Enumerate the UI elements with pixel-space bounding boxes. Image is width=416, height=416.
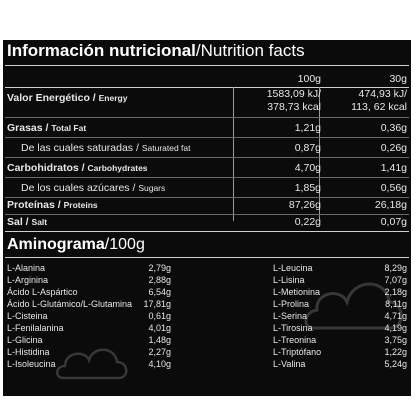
amino-left-name: L-Cisteina [7,311,48,321]
row-fat-v2: 0,36g [380,122,407,134]
amino-right-value: 2,18g [384,287,407,297]
row-divider [5,214,409,215]
col-header-30g: 30g [389,73,407,85]
row-protein-label: Proteínas / Proteins [7,199,98,211]
row-divider [5,117,409,118]
amino-left-name: L-Arginina [7,275,49,285]
amino-right-name: L-Lisina [273,275,305,285]
col-header-100g: 100g [297,73,321,85]
row-saturated-label-es: De las cuales saturadas [21,142,134,154]
aminogram-title: Aminograma/100g [7,235,145,255]
cloud-decoration-icon [56,348,128,380]
amino-left-name: Ácido L-Glutámico/L-Glutamina [7,299,133,309]
row-saturated-label: De las cuales saturadas / Saturated fat [21,142,191,154]
title-en: Nutrition facts [200,41,305,60]
row-divider [5,137,409,138]
row-carbs-label-es: Carbohidratos [7,162,79,174]
row-fat-label-en: Total Fat [51,123,87,133]
row-energy-label: Valor Energético / Energy [7,92,128,104]
amino-right-name: L-Tirosina [273,323,313,333]
amino-right-name: L-Metionina [273,287,321,297]
aminogram-unit: /100g [104,236,145,253]
amino-left-value: 0,61g [148,311,171,321]
amino-left-value: 2,27g [148,347,171,357]
row-salt-label: Sal / Salt [7,216,48,228]
amino-right-name: L-Treonina [273,335,317,345]
amino-left-value: 2,88g [148,275,171,285]
row-carbs-v1: 4,70g [294,162,321,174]
row-carbs-v2: 1,41g [380,162,407,174]
amino-left-name: L-Fenilalanina [7,323,64,333]
amino-left-name: L-Glicina [7,335,43,345]
row-saturated-v2: 0,26g [380,142,407,154]
row-energy-label-es: Valor Energético [7,92,90,104]
amino-left-name: Ácido L-Aspártico [7,287,78,297]
row-divider [5,157,409,158]
amino-left-value: 4,01g [148,323,171,333]
amino-right-value: 8,29g [384,263,407,273]
row-energy-v1-line1: 1583,09 kJ/ [266,88,321,100]
amino-left-value: 6,54g [148,287,171,297]
row-salt-label-en: Salt [31,217,48,227]
row-sugars-label-es: De los cuales azúcares [21,182,130,194]
row-fat-label-es: Grasas [7,122,43,134]
row-sugars-label-en: Sugars [138,183,166,193]
amino-left-value: 17,81g [143,299,171,309]
title-divider [5,65,409,66]
row-saturated-v1: 0,87g [294,142,321,154]
column-separator-1 [233,87,234,221]
row-saturated-label-en: Saturated fat [141,143,191,153]
amino-right-value: 4,71g [384,311,407,321]
amino-left-name: L-Isoleucina [7,359,56,369]
table-bottom-divider [5,231,409,232]
header-divider [5,87,409,88]
amino-left-name: L-Alanina [7,263,46,273]
row-protein-label-es: Proteínas [7,199,55,211]
row-salt-v2: 0,07g [380,216,407,228]
row-energy-v2-line2: 113, 62 kcal [351,101,407,113]
amino-left-name: L-Histidina [7,347,50,357]
row-energy-label-en: Energy [98,93,128,103]
amino-left-value: 1,48g [148,335,171,345]
amino-right-name: L-Valina [273,359,306,369]
row-divider [5,177,409,178]
row-divider [5,197,409,198]
row-protein-v2: 26,18g [374,199,407,211]
row-carbs-label: Carbohidratos / Carbohydrates [7,162,148,174]
row-sugars-v1: 1,85g [294,182,321,194]
amino-left-value: 2,79g [148,263,171,273]
row-fat-label: Grasas / Total Fat [7,122,87,134]
row-fat-v1: 1,21g [294,122,321,134]
row-protein-v1: 87,26g [288,199,321,211]
nutrition-panel: Información nutricional/Nutrition facts … [3,40,411,396]
title-separator: / [195,41,201,60]
aminogram-divider [5,257,409,258]
amino-right-name: L-Triptófano [273,347,322,357]
amino-right-value: 7,07g [384,275,407,285]
amino-right-value: 4,19g [384,323,407,333]
title-es: Información nutricional [7,41,196,60]
amino-right-name: L-Leucina [273,263,313,273]
panel-title: Información nutricional/Nutrition facts [7,40,305,62]
cloud-decoration-icon [304,282,403,330]
row-sugars-label: De los cuales azúcares / Sugars [21,182,166,194]
row-salt-label-es: Sal [7,216,23,228]
row-energy-v1-line2: 378,73 kcal [267,101,321,113]
amino-right-value: 8,11g [385,299,407,309]
row-salt-v1: 0,22g [294,216,321,228]
amino-right-value: 5,24g [384,359,407,369]
amino-right-value: 1,22g [384,347,407,357]
row-sugars-v2: 0,56g [380,182,407,194]
row-carbs-label-en: Carbohydrates [87,163,148,173]
amino-right-name: L-Serina [273,311,308,321]
row-protein-label-en: Proteins [63,200,98,210]
amino-left-value: 4,10g [148,359,171,369]
aminogram-title-text: Aminograma [7,236,105,253]
amino-right-value: 3,75g [384,335,407,345]
amino-right-name: L-Prolina [273,299,310,309]
row-energy-v2-line1: 474,93 kJ/ [358,88,407,100]
column-separator-2 [319,87,320,221]
